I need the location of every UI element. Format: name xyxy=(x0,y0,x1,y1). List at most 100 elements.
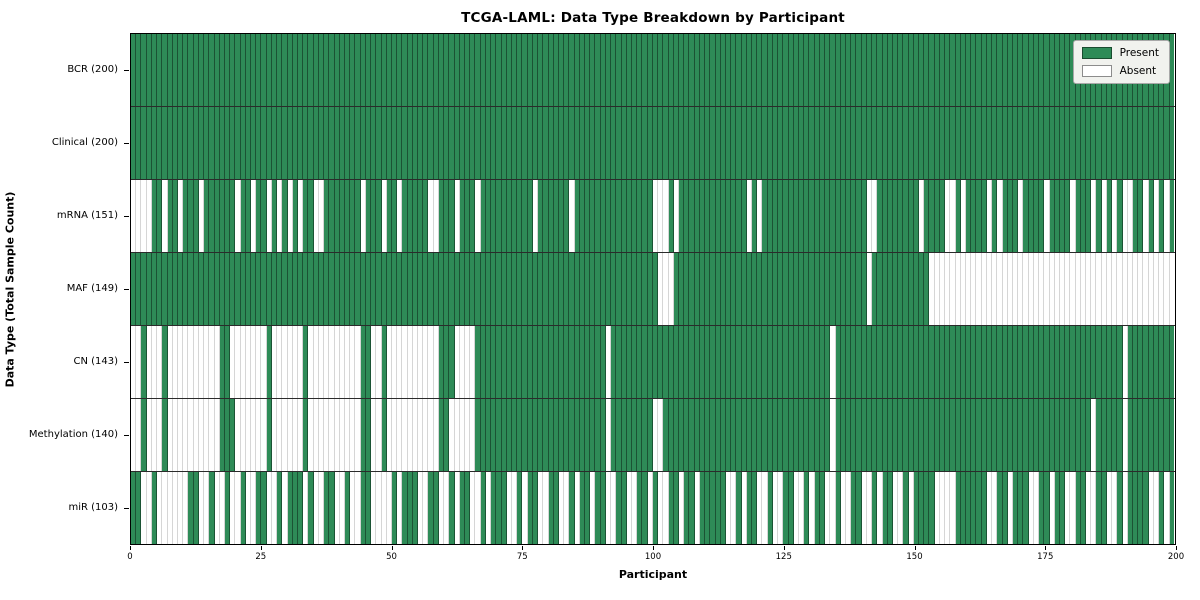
heatmap-cell xyxy=(939,253,946,325)
heatmap-cell xyxy=(919,472,925,544)
heatmap-cell xyxy=(151,326,158,398)
heatmap-cell xyxy=(224,399,231,471)
heatmap-cell xyxy=(825,326,831,398)
heatmap-cell xyxy=(344,253,351,325)
heatmap-cell xyxy=(945,472,951,544)
heatmap-cell xyxy=(1138,253,1144,325)
heatmap-cell xyxy=(746,107,753,179)
heatmap-cell xyxy=(444,399,450,471)
heatmap-cell xyxy=(204,253,210,325)
heatmap-cell xyxy=(1028,180,1034,252)
heatmap-cell xyxy=(355,107,361,179)
heatmap-cell xyxy=(1153,253,1160,325)
heatmap-cell xyxy=(407,253,413,325)
heatmap-cell xyxy=(553,326,559,398)
heatmap-cell xyxy=(1012,326,1019,398)
legend-label: Present xyxy=(1119,47,1159,59)
heatmap-cell xyxy=(1117,107,1123,179)
heatmap-cell xyxy=(663,326,669,398)
heatmap-cell xyxy=(543,326,549,398)
heatmap-cell xyxy=(418,399,424,471)
heatmap-cell xyxy=(986,326,993,398)
heatmap-cell xyxy=(699,107,706,179)
heatmap-cell xyxy=(444,326,450,398)
heatmap-cell xyxy=(303,253,309,325)
heatmap-cell xyxy=(715,253,721,325)
heatmap-cell xyxy=(183,253,189,325)
heatmap-cell xyxy=(256,326,262,398)
heatmap-cell xyxy=(835,34,841,106)
heatmap-cell xyxy=(605,34,612,106)
heatmap-cell xyxy=(141,107,147,179)
heatmap-cell xyxy=(934,34,940,106)
heatmap-cell xyxy=(955,472,961,544)
heatmap-cell xyxy=(277,107,283,179)
heatmap-cell xyxy=(485,253,492,325)
heatmap-cell xyxy=(658,253,664,325)
heatmap-cell xyxy=(527,326,533,398)
heatmap-cell xyxy=(1138,326,1144,398)
heatmap-cell xyxy=(819,107,826,179)
heatmap-cell xyxy=(261,180,267,252)
heatmap-cell xyxy=(997,107,1003,179)
x-tick-label: 200 xyxy=(1167,552,1185,562)
heatmap-cell xyxy=(266,180,272,252)
x-tick-mark xyxy=(522,546,524,550)
heatmap-cell xyxy=(1091,326,1097,398)
heatmap-cell xyxy=(720,472,726,544)
heatmap-cell xyxy=(298,34,304,106)
heatmap-cell xyxy=(830,253,836,325)
heatmap-cell xyxy=(799,107,805,179)
heatmap-cell xyxy=(204,34,210,106)
heatmap-cell xyxy=(605,107,612,179)
heatmap-cell xyxy=(725,472,732,544)
heatmap-cell xyxy=(1106,399,1113,471)
heatmap-cell xyxy=(397,253,403,325)
heatmap-cell xyxy=(1049,326,1055,398)
heatmap-cell xyxy=(1164,107,1170,179)
heatmap-cell xyxy=(266,472,272,544)
heatmap-cell xyxy=(1148,107,1154,179)
heatmap-cell xyxy=(1122,326,1128,398)
heatmap-cell xyxy=(736,326,742,398)
heatmap-cell xyxy=(402,107,408,179)
heatmap-cell xyxy=(752,180,758,252)
heatmap-cell xyxy=(329,399,335,471)
heatmap-cell xyxy=(230,180,236,252)
heatmap-cell xyxy=(684,34,690,106)
heatmap-cell xyxy=(1164,253,1170,325)
heatmap-cell xyxy=(214,34,220,106)
heatmap-cell xyxy=(746,399,753,471)
heatmap-cell xyxy=(903,253,909,325)
heatmap-cell xyxy=(292,472,298,544)
heatmap-cell xyxy=(204,326,210,398)
heatmap-cell xyxy=(491,472,497,544)
heatmap-cell xyxy=(459,180,465,252)
heatmap-cell xyxy=(1023,180,1029,252)
heatmap-cell xyxy=(793,34,799,106)
heatmap-cell xyxy=(287,472,293,544)
heatmap-cell xyxy=(543,107,549,179)
heatmap-cell xyxy=(558,34,565,106)
heatmap-cell xyxy=(1101,399,1107,471)
heatmap-cell xyxy=(835,472,841,544)
x-tick-mark xyxy=(1176,546,1177,550)
heatmap-cell xyxy=(1080,399,1087,471)
heatmap-cell xyxy=(355,326,361,398)
heatmap-cell xyxy=(945,399,951,471)
heatmap-cell xyxy=(1086,472,1092,544)
heatmap-cell xyxy=(710,34,716,106)
heatmap-cell xyxy=(590,253,596,325)
heatmap-cell xyxy=(981,472,987,544)
heatmap-cell xyxy=(1122,253,1128,325)
heatmap-cell xyxy=(527,472,533,544)
heatmap-cell xyxy=(647,399,653,471)
heatmap-plot-area xyxy=(130,33,1176,545)
heatmap-cell xyxy=(663,34,669,106)
heatmap-cell xyxy=(595,253,601,325)
heatmap-cell xyxy=(1007,107,1013,179)
heatmap-cell xyxy=(1023,253,1029,325)
heatmap-cell xyxy=(465,399,471,471)
heatmap-cell xyxy=(224,107,231,179)
